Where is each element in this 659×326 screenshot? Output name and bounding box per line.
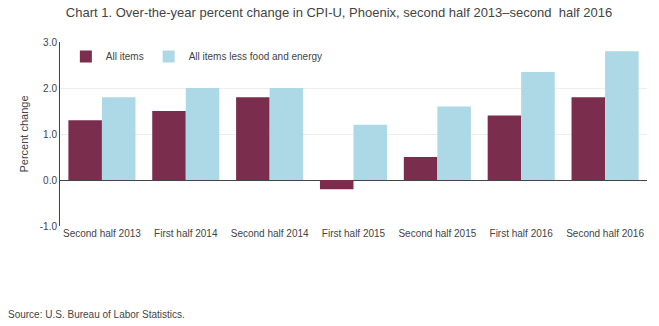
svg-text:Second half 2016: Second half 2016 — [566, 228, 644, 239]
svg-text:Source: U.S. Bureau of Labor S: Source: U.S. Bureau of Labor Statistics. — [8, 309, 185, 320]
svg-text:0.0: 0.0 — [43, 175, 57, 186]
svg-text:First half 2015: First half 2015 — [322, 228, 386, 239]
svg-text:All items less food and energy: All items less food and energy — [189, 51, 322, 62]
svg-text:3.0: 3.0 — [43, 37, 57, 48]
svg-text:All items: All items — [106, 51, 144, 62]
svg-text:Percent change: Percent change — [18, 95, 30, 172]
svg-text:Second half 2014: Second half 2014 — [231, 228, 309, 239]
svg-text:2.0: 2.0 — [43, 83, 57, 94]
svg-text:-1.0: -1.0 — [40, 221, 58, 232]
svg-text:Second half 2015: Second half 2015 — [398, 228, 476, 239]
svg-text:First half 2016: First half 2016 — [490, 228, 554, 239]
svg-text:First half 2014: First half 2014 — [154, 228, 218, 239]
svg-text:1.0: 1.0 — [43, 129, 57, 140]
svg-text:Second half 2013: Second half 2013 — [63, 228, 141, 239]
svg-text:Chart 1. Over-the-year percent: Chart 1. Over-the-year percent change in… — [66, 5, 612, 20]
